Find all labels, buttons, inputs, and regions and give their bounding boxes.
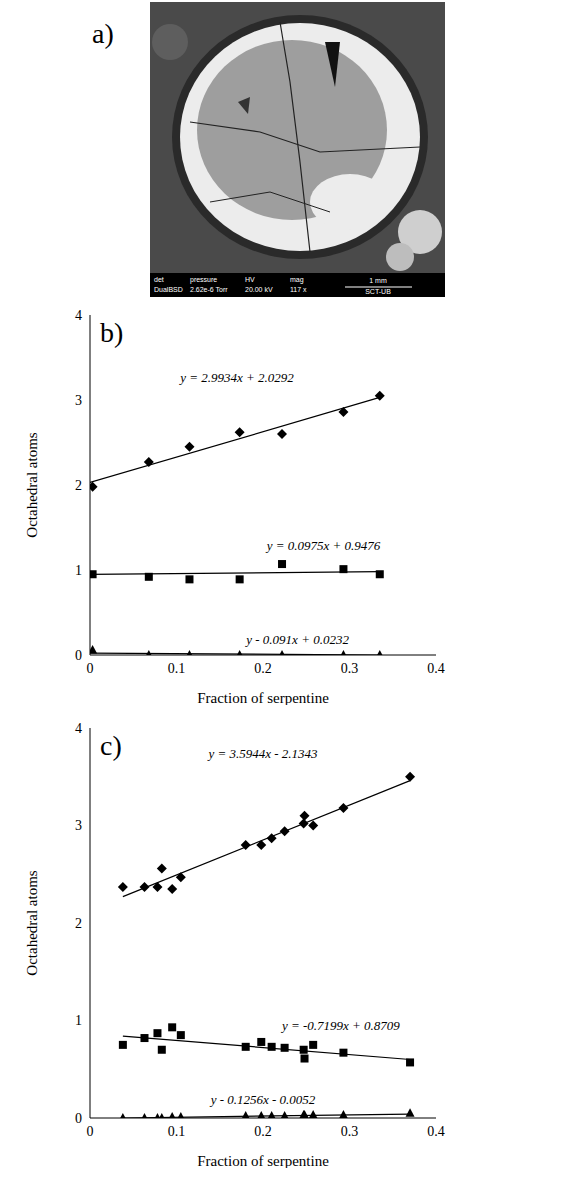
svg-text:y - 0.091x + 0.0232: y - 0.091x + 0.0232 <box>244 632 349 647</box>
svg-text:Octahedral atoms: Octahedral atoms <box>24 432 40 538</box>
svg-text:y - 0.1256x - 0.0052: y - 0.1256x - 0.0052 <box>209 1092 316 1107</box>
html-text:c): c) <box>100 730 122 761</box>
svg-text:0: 0 <box>75 648 82 663</box>
svg-text:Octahedral atoms: Octahedral atoms <box>24 870 40 976</box>
svg-text:1 mm: 1 mm <box>369 277 387 284</box>
svg-text:y = 3.5944x - 2.1343: y = 3.5944x - 2.1343 <box>206 746 318 761</box>
svg-text:1: 1 <box>75 563 82 578</box>
svg-text:y = 2.9934x + 2.0292: y = 2.9934x + 2.0292 <box>178 370 294 385</box>
svg-text:0: 0 <box>87 661 94 676</box>
svg-text:0.4: 0.4 <box>427 661 445 676</box>
svg-text:Fraction of serpentine: Fraction of serpentine <box>197 1153 329 1168</box>
html-text:b): b) <box>100 317 124 348</box>
html-text:a): a) <box>92 18 114 49</box>
svg-text:3: 3 <box>75 393 82 408</box>
svg-text:0: 0 <box>75 1111 82 1126</box>
svg-text:4: 4 <box>75 721 82 736</box>
svg-text:y = 0.0975x + 0.9476: y = 0.0975x + 0.9476 <box>265 538 381 553</box>
svg-text:pressure: pressure <box>190 276 217 284</box>
svg-text:0.3: 0.3 <box>341 1124 359 1139</box>
svg-text:2.62e-6 Torr: 2.62e-6 Torr <box>190 286 228 293</box>
svg-text:0: 0 <box>87 1124 94 1139</box>
svg-text:0.1: 0.1 <box>168 661 186 676</box>
svg-text:0.2: 0.2 <box>254 1124 272 1139</box>
svg-text:HV: HV <box>245 276 255 283</box>
svg-text:0.2: 0.2 <box>254 661 272 676</box>
svg-text:DualBSD: DualBSD <box>154 286 183 293</box>
svg-text:0.4: 0.4 <box>427 1124 445 1139</box>
svg-text:4: 4 <box>75 308 82 323</box>
svg-text:mag: mag <box>290 276 304 284</box>
svg-text:0.3: 0.3 <box>341 661 359 676</box>
svg-text:3: 3 <box>75 818 82 833</box>
svg-text:0.1: 0.1 <box>168 1124 186 1139</box>
svg-text:1: 1 <box>75 1013 82 1028</box>
svg-text:2: 2 <box>75 916 82 931</box>
svg-text:SCT-UB: SCT-UB <box>365 288 391 295</box>
svg-text:2: 2 <box>75 478 82 493</box>
svg-text:det: det <box>154 276 164 283</box>
svg-text:117 x: 117 x <box>290 286 307 293</box>
svg-text:20.00 kV: 20.00 kV <box>245 286 273 293</box>
svg-text:Fraction of serpentine: Fraction of serpentine <box>197 690 329 705</box>
svg-text:y = -0.7199x + 0.8709: y = -0.7199x + 0.8709 <box>280 1018 400 1033</box>
